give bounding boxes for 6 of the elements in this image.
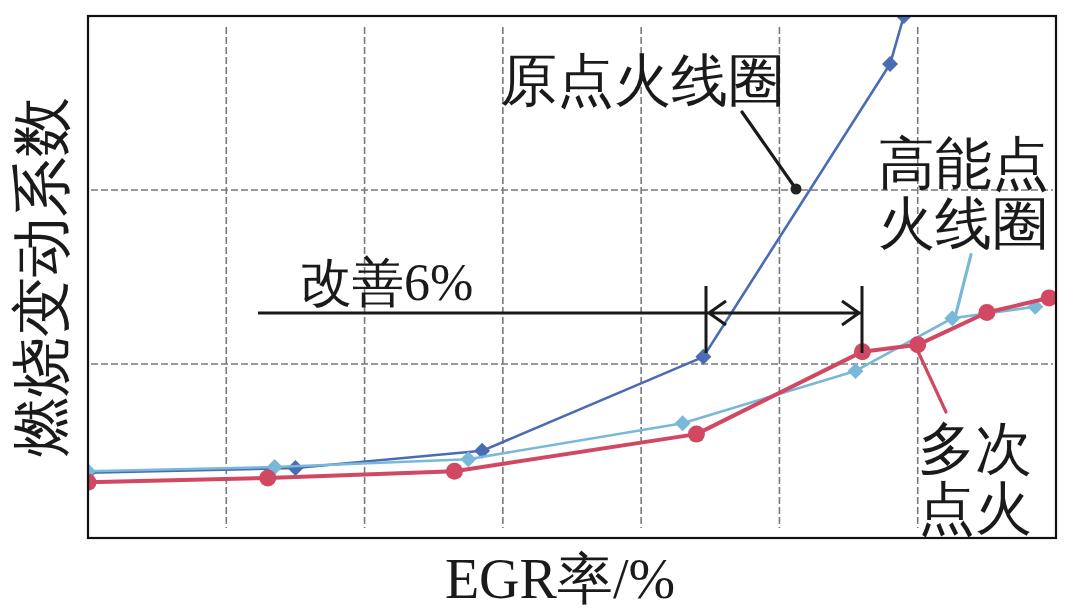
annotation: 原点火线圈 (500, 49, 785, 112)
annotation: 多次点火 (918, 417, 1032, 540)
xlabel: EGR率/% (444, 548, 676, 610)
annotation: 改善6% (300, 254, 474, 311)
annotation: 高能点火线圈 (878, 131, 1049, 255)
ylabel: 燃烧变动系数 (9, 97, 75, 457)
